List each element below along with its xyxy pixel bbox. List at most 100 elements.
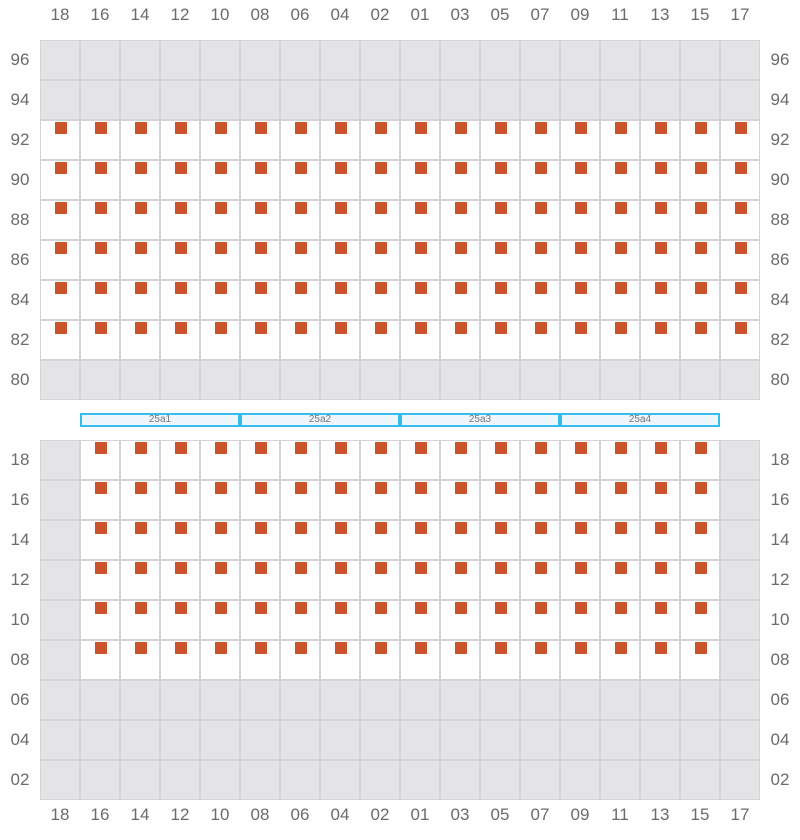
seat-cell[interactable] [401, 121, 439, 159]
seat-cell[interactable] [601, 241, 639, 279]
seat-cell[interactable] [81, 121, 119, 159]
seat-cell[interactable] [401, 601, 439, 639]
seat-cell[interactable] [81, 321, 119, 359]
seat-cell[interactable] [121, 241, 159, 279]
seat-cell[interactable] [121, 321, 159, 359]
seat-cell[interactable] [321, 321, 359, 359]
seat-cell[interactable] [121, 601, 159, 639]
seat-cell[interactable] [561, 561, 599, 599]
seat-cell[interactable] [561, 321, 599, 359]
seat-cell[interactable] [81, 561, 119, 599]
seat-cell[interactable] [521, 241, 559, 279]
seat-cell[interactable] [321, 641, 359, 679]
seat-cell[interactable] [201, 241, 239, 279]
seat-cell[interactable] [121, 561, 159, 599]
seat-cell[interactable] [321, 601, 359, 639]
seat-cell[interactable] [161, 281, 199, 319]
seat-cell[interactable] [81, 641, 119, 679]
seat-cell[interactable] [481, 601, 519, 639]
seat-cell[interactable] [561, 641, 599, 679]
seat-cell[interactable] [321, 521, 359, 559]
seat-cell[interactable] [161, 601, 199, 639]
seat-cell[interactable] [521, 321, 559, 359]
seat-cell[interactable] [201, 601, 239, 639]
seat-cell[interactable] [201, 161, 239, 199]
seat-cell[interactable] [681, 641, 719, 679]
seat-cell[interactable] [561, 521, 599, 559]
seat-cell[interactable] [81, 521, 119, 559]
seat-cell[interactable] [481, 561, 519, 599]
seat-cell[interactable] [481, 641, 519, 679]
seat-cell[interactable] [441, 201, 479, 239]
seat-cell[interactable] [161, 441, 199, 479]
seat-cell[interactable] [361, 481, 399, 519]
seat-cell[interactable] [521, 481, 559, 519]
seat-cell[interactable] [441, 441, 479, 479]
seat-cell[interactable] [641, 561, 679, 599]
seat-cell[interactable] [361, 521, 399, 559]
seat-cell[interactable] [281, 441, 319, 479]
seat-cell[interactable] [201, 481, 239, 519]
seat-cell[interactable] [241, 441, 279, 479]
seat-cell[interactable] [161, 321, 199, 359]
seat-cell[interactable] [521, 561, 559, 599]
seat-cell[interactable] [601, 121, 639, 159]
seat-cell[interactable] [681, 441, 719, 479]
seat-cell[interactable] [281, 281, 319, 319]
seat-cell[interactable] [561, 441, 599, 479]
seat-cell[interactable] [441, 481, 479, 519]
seat-cell[interactable] [601, 281, 639, 319]
seat-cell[interactable] [401, 481, 439, 519]
seat-cell[interactable] [121, 201, 159, 239]
seat-cell[interactable] [121, 521, 159, 559]
seat-cell[interactable] [121, 161, 159, 199]
seat-cell[interactable] [241, 561, 279, 599]
seat-cell[interactable] [561, 161, 599, 199]
seat-cell[interactable] [681, 161, 719, 199]
seat-cell[interactable] [441, 601, 479, 639]
seat-cell[interactable] [361, 121, 399, 159]
seat-cell[interactable] [81, 161, 119, 199]
seat-cell[interactable] [561, 121, 599, 159]
seat-cell[interactable] [521, 161, 559, 199]
seat-cell[interactable] [281, 561, 319, 599]
seat-cell[interactable] [281, 641, 319, 679]
seat-cell[interactable] [201, 121, 239, 159]
seat-cell[interactable] [321, 281, 359, 319]
seat-cell[interactable] [401, 161, 439, 199]
seat-cell[interactable] [81, 441, 119, 479]
seat-cell[interactable] [321, 241, 359, 279]
seat-cell[interactable] [561, 201, 599, 239]
seat-cell[interactable] [561, 241, 599, 279]
seat-cell[interactable] [281, 201, 319, 239]
seat-cell[interactable] [601, 321, 639, 359]
seat-cell[interactable] [681, 321, 719, 359]
seat-cell[interactable] [241, 521, 279, 559]
seat-cell[interactable] [681, 241, 719, 279]
section-bar-25a3[interactable]: 25a3 [400, 413, 560, 427]
seat-cell[interactable] [81, 481, 119, 519]
seat-cell[interactable] [41, 241, 79, 279]
seat-cell[interactable] [641, 161, 679, 199]
seat-cell[interactable] [521, 201, 559, 239]
seat-cell[interactable] [161, 121, 199, 159]
seat-cell[interactable] [721, 121, 759, 159]
seat-cell[interactable] [721, 161, 759, 199]
section-bar-25a2[interactable]: 25a2 [240, 413, 400, 427]
seat-cell[interactable] [361, 561, 399, 599]
seat-cell[interactable] [321, 441, 359, 479]
seat-cell[interactable] [681, 561, 719, 599]
seat-cell[interactable] [481, 161, 519, 199]
seat-cell[interactable] [601, 201, 639, 239]
seat-cell[interactable] [601, 441, 639, 479]
seat-cell[interactable] [161, 561, 199, 599]
seat-cell[interactable] [361, 201, 399, 239]
seat-cell[interactable] [601, 481, 639, 519]
seat-cell[interactable] [521, 441, 559, 479]
seat-cell[interactable] [201, 321, 239, 359]
seat-cell[interactable] [401, 521, 439, 559]
section-bar-25a4[interactable]: 25a4 [560, 413, 720, 427]
seat-cell[interactable] [441, 241, 479, 279]
seat-cell[interactable] [441, 321, 479, 359]
seat-cell[interactable] [241, 481, 279, 519]
